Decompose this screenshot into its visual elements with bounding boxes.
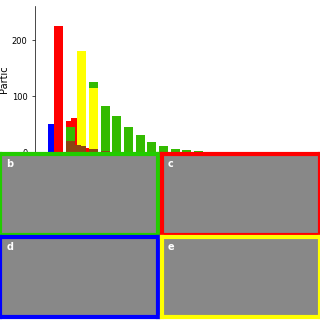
Bar bbox=[89, 88, 98, 152]
Bar bbox=[100, 106, 110, 152]
Bar bbox=[66, 141, 75, 152]
Bar bbox=[159, 147, 168, 152]
Bar bbox=[194, 151, 203, 152]
Bar bbox=[100, 151, 110, 152]
Bar bbox=[48, 124, 57, 152]
Bar bbox=[89, 150, 98, 152]
Bar bbox=[77, 85, 86, 152]
Text: d: d bbox=[6, 243, 13, 252]
Bar bbox=[54, 26, 63, 152]
Bar bbox=[136, 135, 145, 152]
Bar bbox=[77, 147, 86, 152]
Bar bbox=[77, 51, 86, 152]
Bar bbox=[112, 116, 122, 152]
Bar bbox=[83, 148, 92, 152]
Bar bbox=[89, 82, 98, 152]
Text: c: c bbox=[168, 159, 174, 169]
Bar bbox=[124, 127, 133, 152]
Y-axis label: Partic: Partic bbox=[0, 65, 9, 93]
Bar bbox=[77, 144, 86, 152]
Bar bbox=[147, 142, 156, 152]
X-axis label: Diameter (μm): Diameter (μm) bbox=[139, 172, 211, 181]
Bar bbox=[66, 121, 75, 152]
Bar bbox=[171, 148, 180, 152]
Text: e: e bbox=[168, 243, 175, 252]
Text: b: b bbox=[6, 159, 13, 169]
Bar bbox=[89, 149, 98, 152]
Bar bbox=[71, 118, 81, 152]
Bar bbox=[71, 145, 81, 152]
Bar bbox=[182, 150, 191, 152]
Bar bbox=[66, 127, 75, 152]
